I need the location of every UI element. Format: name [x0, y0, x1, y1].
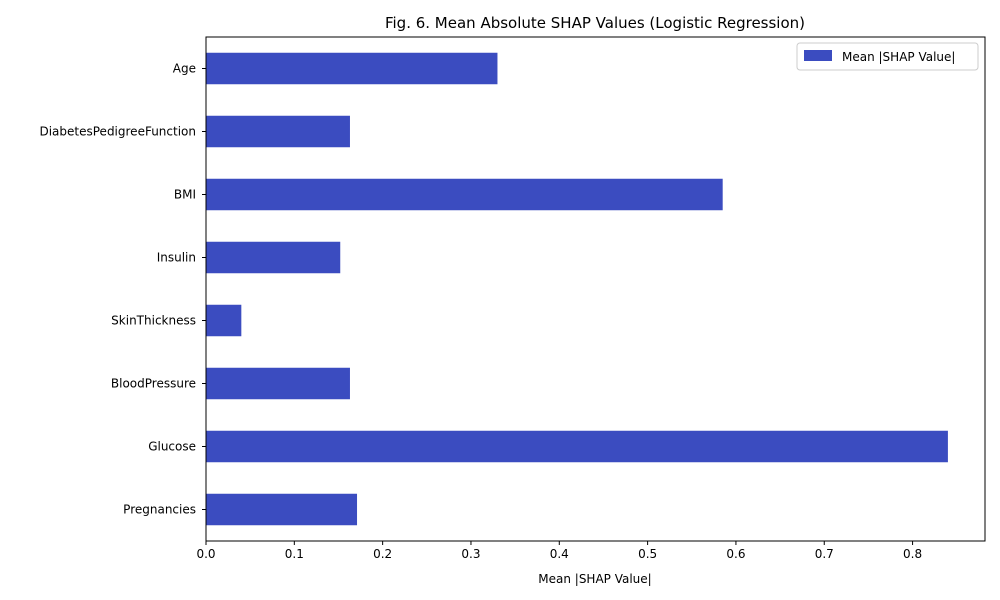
plot-axes	[205, 36, 986, 542]
bar-Glucose	[206, 430, 948, 463]
bars-group	[206, 52, 948, 526]
x-tick-label: 0.7	[815, 547, 834, 561]
y-tick-label: DiabetesPedigreeFunction	[39, 125, 196, 139]
x-tick-label: 0.3	[461, 547, 480, 561]
x-axis-label: Mean |SHAP Value|	[538, 572, 651, 586]
x-tick-label: 0.2	[373, 547, 392, 561]
x-ticks-group: 0.0 0.1 0.2 0.3 0.4 0.5 0.6 0.7 0.8	[196, 541, 922, 561]
bar-Age	[206, 52, 498, 85]
chart-title: Fig. 6. Mean Absolute SHAP Values (Logis…	[385, 14, 805, 32]
x-tick-label: 0.6	[726, 547, 745, 561]
x-tick-label: 0.1	[285, 547, 304, 561]
plot-frame	[205, 36, 986, 542]
y-tick-label: BMI	[174, 188, 196, 202]
y-tick-label: Pregnancies	[123, 503, 196, 517]
bar-SkinThickness	[206, 304, 242, 337]
legend-label: Mean |SHAP Value|	[842, 50, 955, 64]
y-tick-label: Insulin	[157, 251, 196, 265]
legend: Mean |SHAP Value|	[796, 42, 979, 71]
bar-BMI	[206, 178, 723, 211]
legend-box	[796, 42, 979, 71]
x-tick-label: 0.8	[903, 547, 922, 561]
legend-swatch	[804, 50, 832, 61]
x-tick-label: 0.4	[550, 547, 569, 561]
y-tick-label: BloodPressure	[111, 377, 196, 391]
bar-BloodPressure	[206, 367, 350, 400]
y-tick-label: Age	[173, 62, 196, 76]
y-tick-label: Glucose	[148, 440, 196, 454]
bar-Pregnancies	[206, 493, 358, 526]
x-tick-label: 0.0	[196, 547, 215, 561]
y-ticks-group: Pregnancies Glucose BloodPressure SkinThick…	[39, 62, 206, 517]
bar-DiabetesPedigreeFunction	[206, 115, 350, 148]
x-tick-label: 0.5	[638, 547, 657, 561]
bar-Insulin	[206, 241, 341, 274]
y-tick-label: SkinThickness	[111, 314, 196, 328]
